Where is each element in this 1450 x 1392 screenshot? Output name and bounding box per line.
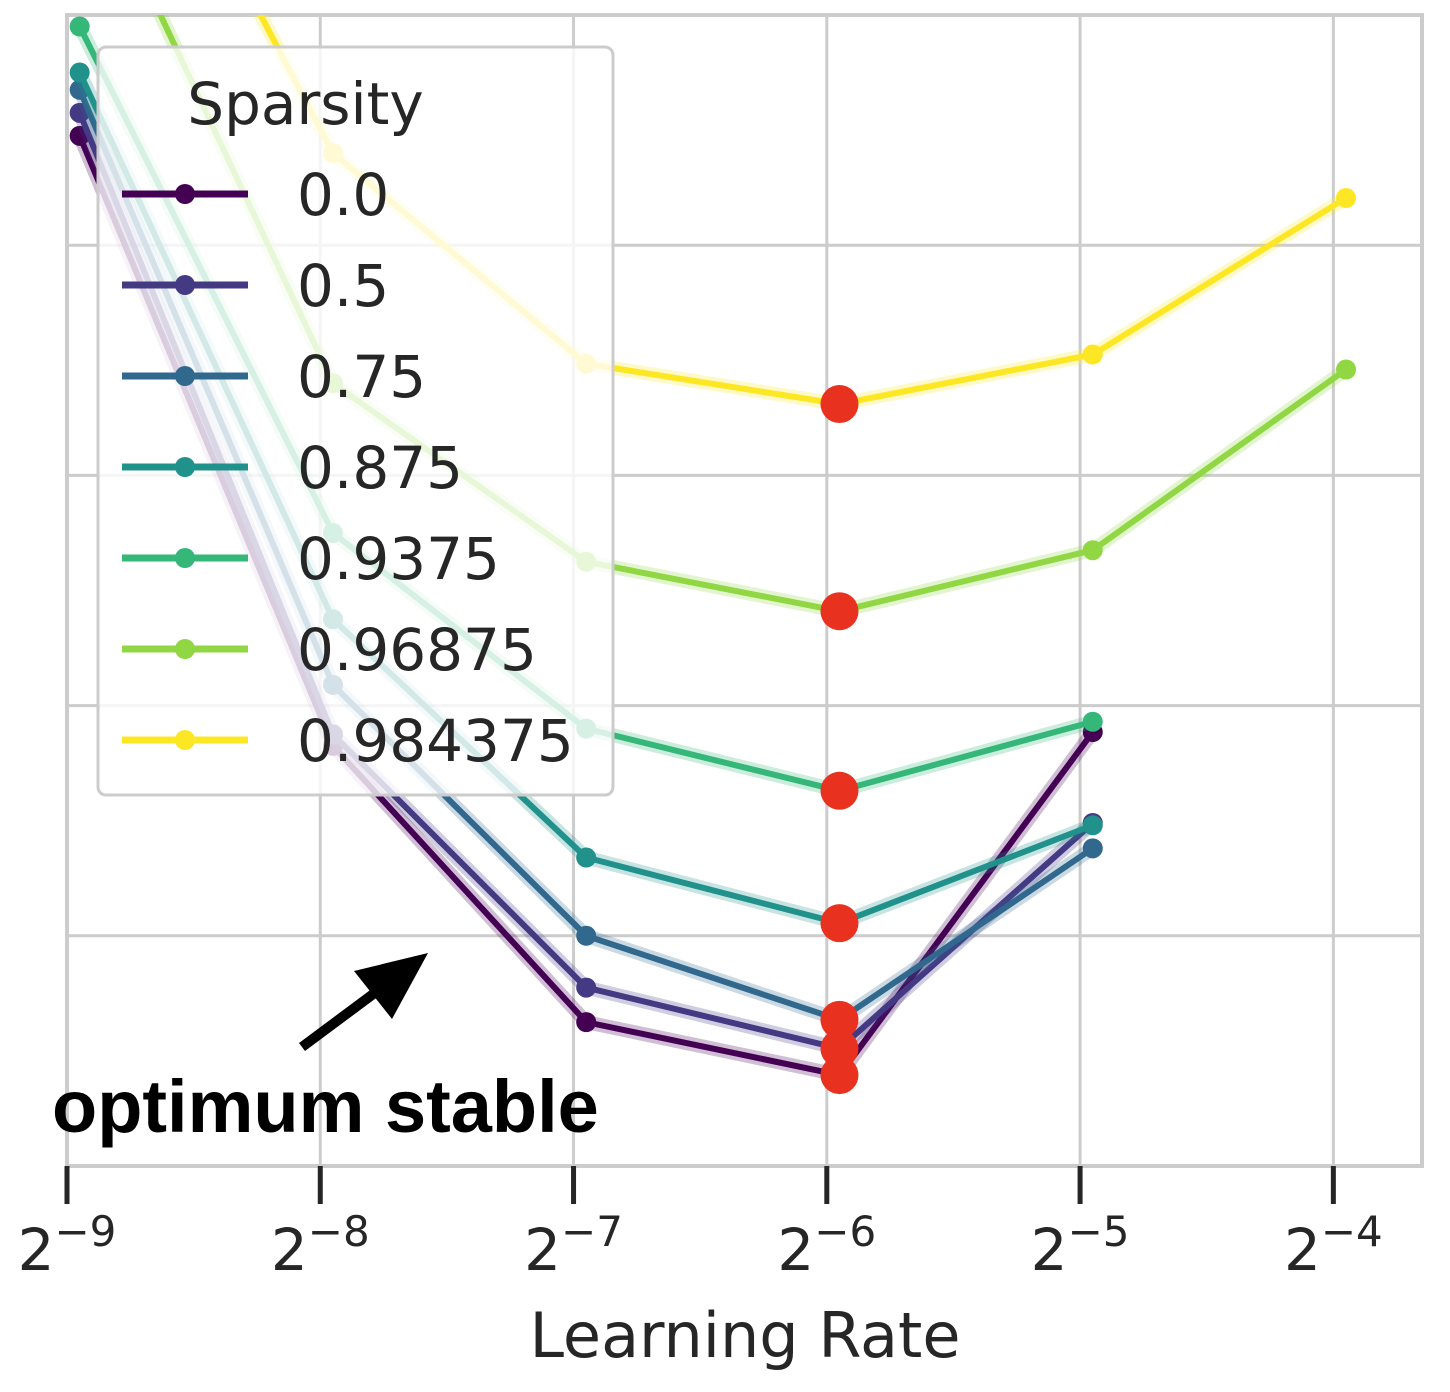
legend-label: 0.75 [297, 343, 426, 411]
legend-swatch-marker [175, 730, 195, 750]
plot-frame [65, 13, 1424, 1168]
x-axis-label: Learning Rate [529, 1299, 960, 1372]
optimum-marker [820, 1056, 859, 1095]
data-point [576, 977, 597, 998]
plot-border [65, 13, 1424, 1168]
data-point [1082, 540, 1103, 561]
data-point [576, 925, 597, 946]
legend-swatch-marker [175, 275, 195, 295]
legend-label: 0.875 [297, 434, 463, 502]
legend-swatch-marker [175, 457, 195, 477]
x-tick-label: 2−6 [777, 1207, 876, 1284]
legend-entry: 0.5 [122, 252, 389, 320]
legend-entry: 0.984375 [122, 707, 574, 775]
annotation-text: optimum stable [52, 1065, 599, 1148]
x-tick-label: 2−5 [1031, 1207, 1130, 1284]
legend-label: 0.9375 [297, 525, 500, 593]
x-tick-label: 2−4 [1284, 1207, 1383, 1284]
x-tick-label: 2−9 [18, 1207, 117, 1284]
data-point [1082, 815, 1103, 836]
data-point [576, 847, 597, 868]
optimum-markers [820, 385, 859, 1095]
legend-swatch-marker [175, 184, 195, 204]
legend-box [96, 45, 615, 797]
optimum-marker [820, 904, 859, 943]
legend-label: 0.5 [297, 252, 389, 320]
annotation-arrow-head [354, 953, 428, 1019]
x-tick-label: 2−8 [271, 1207, 370, 1284]
data-point [576, 1012, 597, 1033]
optimum-marker [820, 385, 859, 424]
x-axis: 2−9 2−8 2−7 2−6 2−5 2−4 [18, 1166, 1383, 1284]
legend-label: 0.984375 [297, 707, 574, 775]
data-point [1336, 188, 1357, 209]
legend-entry: 0.75 [122, 343, 426, 411]
legend-entry: 0.0 [122, 161, 389, 229]
legend-swatch-marker [175, 548, 195, 568]
data-point [1082, 344, 1103, 365]
annotation: optimum stable [52, 953, 599, 1148]
data-point [69, 62, 90, 83]
data-point [69, 16, 90, 37]
optimum-marker [820, 1000, 859, 1039]
legend-entry: 0.9375 [122, 525, 500, 593]
legend-title: Sparsity [187, 70, 423, 138]
data-point [1336, 359, 1357, 380]
optimum-marker [820, 1029, 859, 1068]
optimum-marker [820, 592, 859, 631]
legend-label: 0.0 [297, 161, 389, 229]
data-point [1082, 711, 1103, 732]
legend-entry: 0.96875 [122, 616, 537, 684]
legend-label: 0.96875 [297, 616, 537, 684]
optimum-marker [820, 771, 859, 810]
legend-swatch-marker [175, 639, 195, 659]
legend-entry: 0.875 [122, 434, 463, 502]
legend: Sparsity 0.0 0.5 0.75 0.875 0.9375 0.96875 0.98… [96, 45, 615, 797]
x-tick-label: 2−7 [524, 1207, 623, 1284]
legend-swatch-marker [175, 366, 195, 386]
data-point [1082, 838, 1103, 859]
